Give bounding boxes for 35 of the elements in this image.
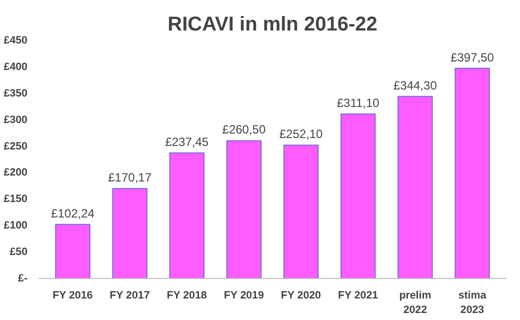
x-tick-label: FY 2018 bbox=[166, 290, 207, 302]
x-tick-label: FY 2017 bbox=[110, 290, 150, 302]
y-tick-label: £50 bbox=[10, 246, 28, 258]
data-label: £102,24 bbox=[51, 206, 95, 220]
y-tick-label: £- bbox=[18, 272, 28, 284]
x-tick-label: prelim 2022 bbox=[399, 290, 432, 316]
bar bbox=[340, 113, 376, 278]
bar bbox=[398, 96, 433, 278]
y-tick-label: £400 bbox=[4, 60, 28, 73]
x-tick-label: FY 2019 bbox=[224, 290, 264, 302]
bar bbox=[226, 140, 262, 278]
data-label: £344,30 bbox=[393, 78, 438, 92]
y-tick-label: £200 bbox=[4, 166, 28, 179]
data-label: £311,10 bbox=[336, 96, 380, 110]
bar bbox=[283, 144, 319, 278]
x-tick-label: stima 2023 bbox=[458, 290, 486, 316]
x-tick-label: FY 2021 bbox=[338, 290, 378, 302]
y-tick-label: £100 bbox=[4, 220, 28, 232]
data-label: £260,50 bbox=[222, 122, 266, 137]
y-tick-label: £250 bbox=[4, 140, 28, 152]
data-label: £397,50 bbox=[450, 50, 494, 64]
data-label: £170,17 bbox=[108, 170, 152, 184]
y-tick-label: £350 bbox=[4, 87, 28, 100]
y-tick-label: £450 bbox=[4, 34, 28, 46]
data-label: £237,45 bbox=[165, 134, 209, 149]
x-tick-label: FY 2020 bbox=[280, 290, 322, 302]
bar bbox=[169, 152, 205, 278]
y-tick-label: £150 bbox=[4, 193, 28, 206]
y-tick-label: £300 bbox=[4, 114, 28, 126]
bar bbox=[454, 68, 490, 278]
bar bbox=[55, 224, 90, 278]
x-tick-label: FY 2016 bbox=[52, 290, 93, 302]
bar bbox=[112, 188, 148, 278]
data-label: £252,10 bbox=[279, 127, 324, 142]
chart-title: RICAVI in mln 2016-22 bbox=[168, 14, 378, 36]
